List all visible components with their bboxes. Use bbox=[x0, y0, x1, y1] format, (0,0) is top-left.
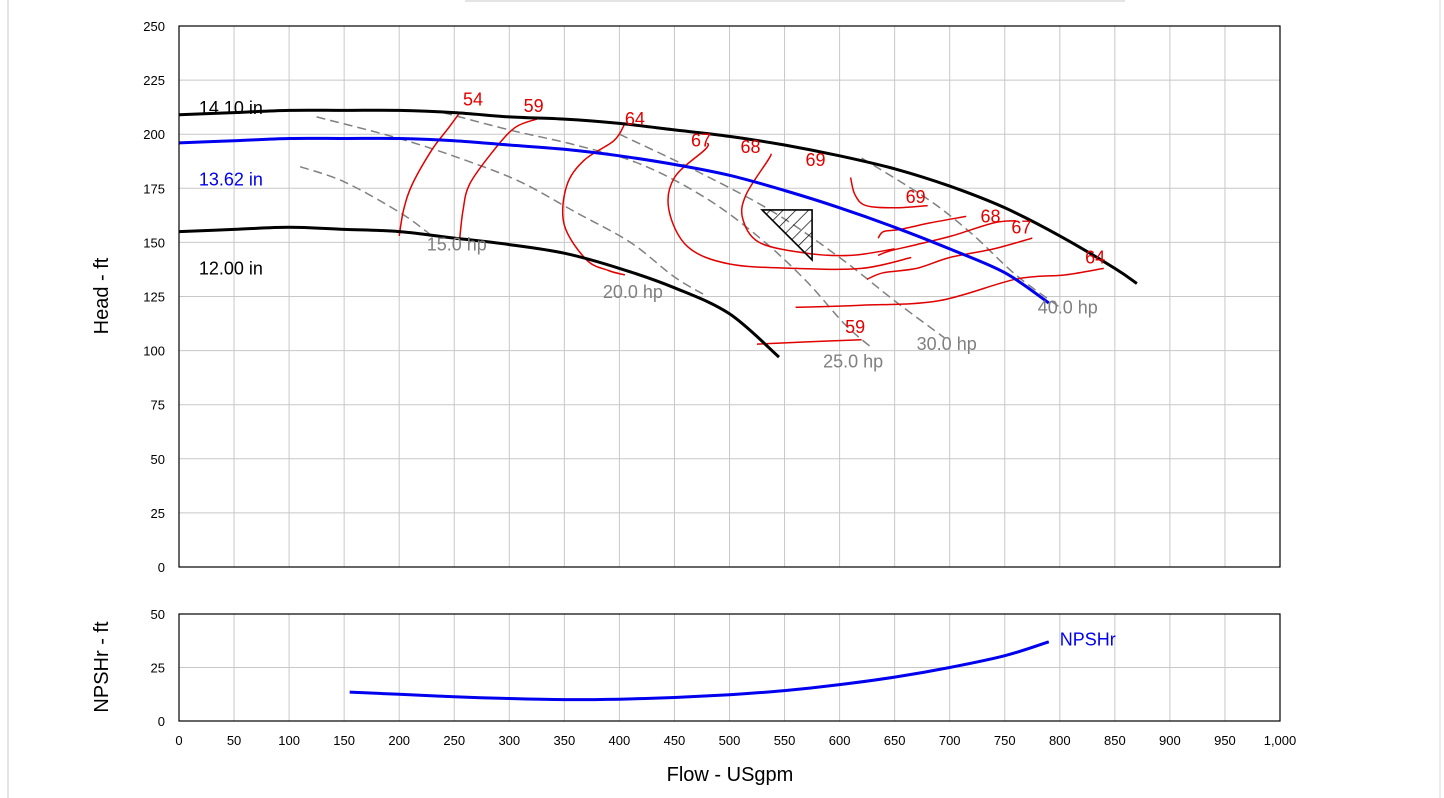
x-tick-label: 400 bbox=[609, 733, 631, 748]
efficiency-label: 54 bbox=[463, 90, 483, 110]
head-chart: 0 25 50 75 100 125 150 175 200 225 250 15.0 hp 20.0… bbox=[91, 19, 1281, 575]
efficiency-contour bbox=[866, 237, 1033, 280]
head-axis-title: Head - ft bbox=[91, 257, 113, 334]
head-y-tick-label: 25 bbox=[151, 506, 165, 521]
efficiency-label: 64 bbox=[625, 109, 645, 129]
x-tick-label: 300 bbox=[498, 733, 520, 748]
impeller-curve bbox=[178, 108, 1138, 285]
x-tick-label: 350 bbox=[553, 733, 575, 748]
impeller-curve bbox=[178, 136, 1050, 305]
x-tick-label: 550 bbox=[774, 733, 796, 748]
power-line-label: 30.0 hp bbox=[917, 334, 977, 354]
npshr-y-tick-label: 25 bbox=[151, 661, 165, 676]
efficiency-contour bbox=[667, 142, 912, 271]
head-grid bbox=[178, 25, 1281, 568]
power-line-label: 25.0 hp bbox=[823, 351, 883, 371]
x-tick-label: 650 bbox=[884, 733, 906, 748]
npshr-curve-group: NPSHr bbox=[349, 630, 1116, 702]
efficiency-label: 68 bbox=[741, 137, 761, 157]
head-y-tick-labels: 0 25 50 75 100 125 150 175 200 225 250 bbox=[143, 19, 165, 575]
impeller-curve-label: 13.62 in bbox=[199, 170, 263, 190]
head-y-tick-label: 125 bbox=[143, 290, 165, 305]
power-line-label: 40.0 hp bbox=[1038, 297, 1098, 317]
x-tick-label: 450 bbox=[664, 733, 686, 748]
npshr-y-tick-labels: 0 25 50 bbox=[151, 607, 165, 729]
head-y-tick-label: 50 bbox=[151, 452, 165, 467]
head-y-tick-label: 225 bbox=[143, 73, 165, 88]
x-tick-label: 750 bbox=[994, 733, 1016, 748]
power-line bbox=[861, 157, 1061, 308]
head-y-tick-label: 250 bbox=[143, 19, 165, 34]
x-tick-label: 1,000 bbox=[1264, 733, 1297, 748]
x-tick-labels: 0 50 100 150 200 250 300 350 400 450 500 550 600 650 7… bbox=[175, 733, 1296, 748]
efficiency-contour bbox=[795, 267, 1104, 309]
impeller-curves bbox=[178, 108, 1138, 359]
npshr-plot-border bbox=[178, 613, 1281, 722]
efficiency-label: 67 bbox=[1011, 217, 1031, 237]
head-y-tick-label: 200 bbox=[143, 127, 165, 142]
x-tick-label: 150 bbox=[333, 733, 355, 748]
efficiency-contour bbox=[849, 177, 928, 209]
efficiency-label: 59 bbox=[845, 317, 865, 337]
efficiency-label: 67 bbox=[691, 131, 711, 151]
efficiency-contours bbox=[398, 112, 1104, 345]
efficiency-contour bbox=[740, 153, 895, 257]
x-tick-label: 100 bbox=[278, 733, 300, 748]
efficiency-contour bbox=[756, 339, 862, 345]
x-tick-label: 600 bbox=[829, 733, 851, 748]
npshr-y-tick-label: 50 bbox=[151, 607, 165, 622]
x-tick-label: 50 bbox=[227, 733, 241, 748]
head-y-tick-label: 150 bbox=[143, 235, 165, 250]
efficiency-contour bbox=[398, 112, 461, 237]
head-y-tick-label: 100 bbox=[143, 344, 165, 359]
efficiency-contour bbox=[561, 123, 626, 276]
head-plot-border bbox=[178, 25, 1281, 568]
x-tick-label: 250 bbox=[443, 733, 465, 748]
power-line bbox=[443, 111, 874, 349]
efficiency-label: 64 bbox=[1085, 248, 1105, 268]
power-line-label: 20.0 hp bbox=[603, 282, 663, 302]
npshr-axis-title: NPSHr - ft bbox=[91, 621, 113, 713]
x-tick-label: 850 bbox=[1104, 733, 1126, 748]
impeller-curve-label: 12.00 in bbox=[199, 258, 263, 278]
power-line-label: 15.0 hp bbox=[427, 235, 487, 255]
duty-point-marker bbox=[760, 209, 813, 262]
efficiency-contour bbox=[459, 118, 538, 239]
x-tick-label: 900 bbox=[1159, 733, 1181, 748]
head-curve-labels: 15.0 hp 20.0 hp 25.0 hp 30.0 hp 40.0 hp 54 59 6… bbox=[199, 90, 1105, 372]
power-line bbox=[299, 165, 433, 237]
npshr-y-tick-label: 0 bbox=[158, 714, 165, 729]
power-lines bbox=[299, 111, 1061, 349]
x-tick-label: 0 bbox=[175, 733, 182, 748]
duty-point-triangle bbox=[760, 209, 813, 262]
efficiency-label: 69 bbox=[906, 187, 926, 207]
x-tick-label: 950 bbox=[1214, 733, 1236, 748]
npshr-curve bbox=[349, 640, 1050, 702]
x-tick-label: 700 bbox=[939, 733, 961, 748]
efficiency-label: 69 bbox=[805, 150, 825, 170]
x-tick-label: 200 bbox=[388, 733, 410, 748]
head-y-tick-label: 175 bbox=[143, 181, 165, 196]
x-tick-label: 500 bbox=[719, 733, 741, 748]
efficiency-label: 68 bbox=[981, 206, 1001, 226]
head-y-tick-label: 0 bbox=[158, 560, 165, 575]
head-y-tick-label: 75 bbox=[151, 398, 165, 413]
x-tick-label: 800 bbox=[1049, 733, 1071, 748]
npshr-curve-label: NPSHr bbox=[1060, 630, 1116, 650]
x-axis-title: Flow - USgpm bbox=[667, 764, 794, 786]
efficiency-contour bbox=[877, 220, 1016, 257]
impeller-curve-label: 14.10 in bbox=[199, 98, 263, 118]
efficiency-label: 59 bbox=[524, 96, 544, 116]
impeller-curve bbox=[178, 225, 780, 359]
npshr-chart: 0 25 50 NPSHr NPSHr - ft bbox=[91, 607, 1281, 729]
